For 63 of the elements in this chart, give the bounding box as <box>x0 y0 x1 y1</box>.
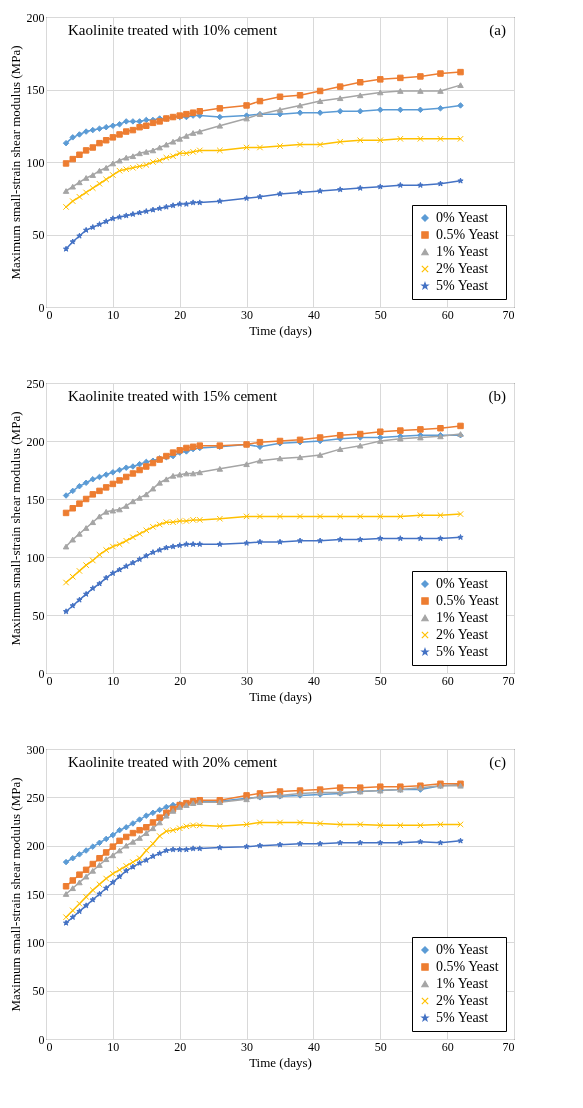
legend-label: 1% Yeast <box>436 244 489 259</box>
y-axis-title: Maximum small-strain shear modulus (MPa) <box>7 411 23 646</box>
legend-label: 0% Yeast <box>436 942 489 957</box>
x-axis-title: Time (days) <box>249 322 312 338</box>
legend-label: 1% Yeast <box>436 610 489 625</box>
legend-label: 5% Yeast <box>436 278 489 293</box>
x-tick-label: 70 <box>502 673 515 688</box>
y-tick-label: 200 <box>26 839 45 854</box>
legend-label: 5% Yeast <box>436 644 489 659</box>
x-tick-label: 70 <box>502 1039 515 1054</box>
x-axis-title: Time (days) <box>249 688 312 704</box>
y-tick-label: 150 <box>26 492 45 507</box>
legend-label: 0% Yeast <box>436 576 489 591</box>
x-tick-label: 40 <box>307 1039 320 1054</box>
chart-title: Kaolinite treated with 10% cement <box>68 22 278 38</box>
x-tick-label: 50 <box>374 1039 387 1054</box>
y-tick-label: 50 <box>32 608 45 623</box>
x-tick-label: 40 <box>307 673 320 688</box>
y-tick-label: 150 <box>26 83 45 97</box>
y-tick-label: 200 <box>26 434 45 449</box>
x-axis-title: Time (days) <box>249 1054 312 1070</box>
chart-title: Kaolinite treated with 20% cement <box>68 754 278 770</box>
x-tick-label: 40 <box>307 307 320 322</box>
x-tick-label: 50 <box>374 673 387 688</box>
x-tick-label: 30 <box>241 673 254 688</box>
y-tick-label: 100 <box>26 550 45 565</box>
x-tick-label: 20 <box>174 1039 187 1054</box>
annotation: (a) <box>489 22 506 39</box>
y-tick-label: 100 <box>26 155 45 170</box>
legend-label: 5% Yeast <box>436 1010 489 1025</box>
x-tick-label: 10 <box>107 1039 120 1054</box>
x-tick-label: 10 <box>107 673 120 688</box>
legend-label: 0.5% Yeast <box>436 959 499 974</box>
y-tick-label: 150 <box>26 887 45 902</box>
x-tick-label: 20 <box>174 673 187 688</box>
legend-label: 2% Yeast <box>436 993 489 1008</box>
y-tick-label: 200 <box>26 10 45 25</box>
legend-label: 1% Yeast <box>436 976 489 991</box>
legend-label: 0.5% Yeast <box>436 227 499 242</box>
x-tick-label: 60 <box>441 307 454 322</box>
y-axis-title: Maximum small-strain shear modulus (MPa) <box>7 777 23 1012</box>
legend-label: 2% Yeast <box>436 261 489 276</box>
y-tick-label: 250 <box>26 790 45 805</box>
x-tick-label: 50 <box>374 307 387 322</box>
x-tick-label: 30 <box>241 1039 254 1054</box>
x-tick-label: 10 <box>107 307 120 322</box>
y-axis-title: Maximum small-strain shear modulus (MPa) <box>7 45 23 280</box>
x-tick-label: 30 <box>241 307 254 322</box>
legend-label: 0% Yeast <box>436 210 489 225</box>
x-tick-label: 20 <box>174 307 187 322</box>
y-tick-label: 50 <box>32 228 45 242</box>
legend-label: 2% Yeast <box>436 627 489 642</box>
y-tick-label: 250 <box>26 376 45 391</box>
y-tick-label: 50 <box>32 984 45 999</box>
x-tick-label: 70 <box>502 307 515 322</box>
x-tick-label: 60 <box>441 673 454 688</box>
chart-title: Kaolinite treated with 15% cement <box>68 388 278 404</box>
annotation: (c) <box>489 754 506 771</box>
legend-label: 0.5% Yeast <box>436 593 499 608</box>
x-tick-label: 60 <box>441 1039 454 1054</box>
annotation: (b) <box>488 388 506 405</box>
y-tick-label: 300 <box>26 742 45 757</box>
y-tick-label: 100 <box>26 935 45 950</box>
